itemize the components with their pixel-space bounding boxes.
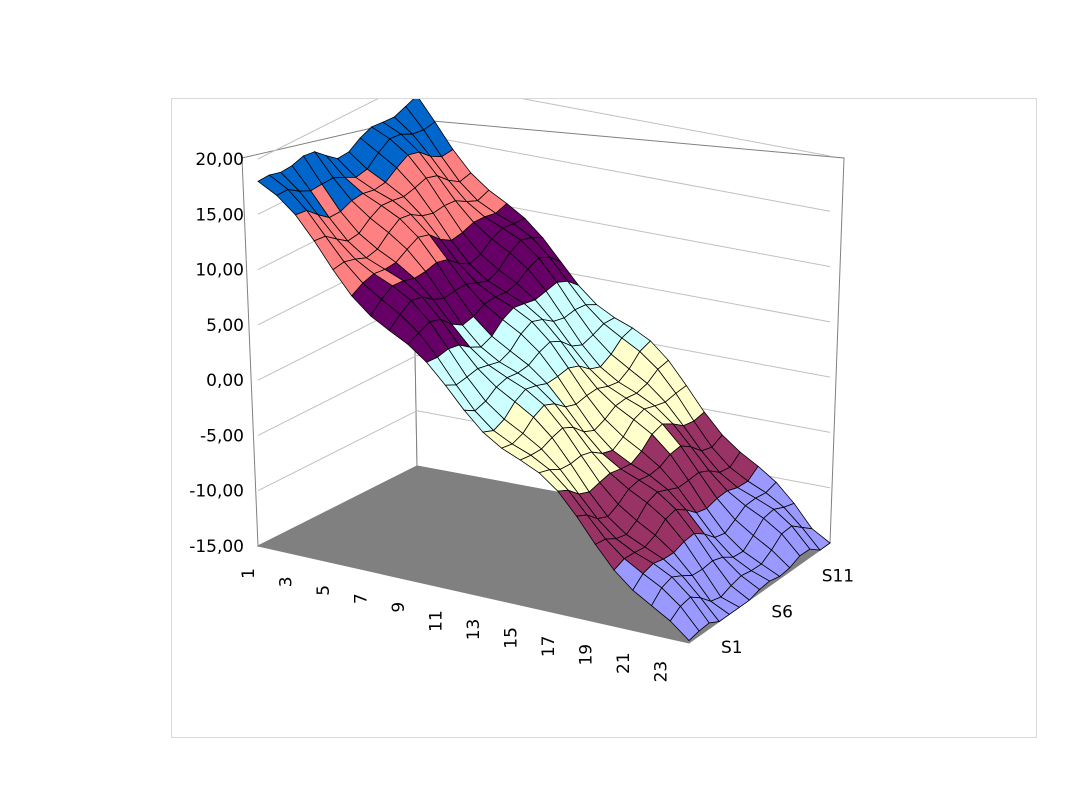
- x-tick-label: 3: [276, 576, 296, 587]
- x-tick-label: 15: [501, 627, 521, 649]
- surface-cell: [669, 605, 700, 642]
- x-tick-label: 7: [351, 593, 371, 604]
- x-tick-label: 21: [614, 652, 634, 674]
- x-tick-label: 5: [314, 585, 334, 596]
- x-tick-label: 19: [576, 644, 596, 666]
- series-tick-label: S11: [822, 567, 854, 587]
- surface-chart: -15,00 -10,00 -5,00 0,00 5,00 10,00 15,00 20,00…: [189, 99, 854, 683]
- z-tick-label: -10,00: [189, 482, 244, 502]
- z-tick-label: 15,00: [195, 205, 244, 225]
- z-tick-label: 5,00: [206, 316, 244, 336]
- gridline-z: [257, 99, 831, 160]
- z-tick-label: 20,00: [195, 150, 244, 170]
- series-tick-label: S6: [771, 602, 793, 622]
- x-tick-label: 13: [464, 619, 484, 641]
- z-tick-label: 0,00: [206, 371, 244, 391]
- x-tick-label: 1: [239, 568, 259, 579]
- x-tick-label: 17: [539, 635, 559, 657]
- z-tick-label: -15,00: [189, 537, 244, 557]
- x-tick-label: 9: [389, 602, 409, 613]
- z-tick-label: 10,00: [195, 261, 244, 281]
- x-tick-label: 11: [426, 610, 446, 632]
- series-tick-label: S1: [721, 638, 743, 658]
- chart-area: -15,00 -10,00 -5,00 0,00 5,00 10,00 15,00 20,00…: [171, 98, 1037, 738]
- z-tick-label: -5,00: [200, 426, 244, 446]
- x-tick-label: 23: [651, 661, 671, 683]
